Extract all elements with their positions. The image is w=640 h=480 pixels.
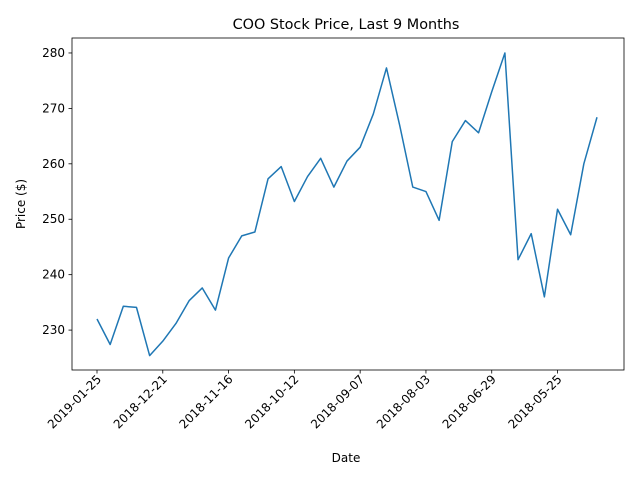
- y-tick-label: 260: [42, 157, 65, 171]
- chart-title: COO Stock Price, Last 9 Months: [233, 17, 460, 33]
- y-tick-label: 270: [42, 101, 65, 115]
- series-layer: [96, 52, 598, 357]
- y-tick-label: 280: [42, 46, 65, 60]
- y-axis-ticks: 230 240 250 260 270 280: [42, 46, 72, 337]
- y-tick-label: 230: [42, 323, 65, 337]
- plot-area: [72, 38, 624, 370]
- x-axis-label: Date: [332, 451, 361, 465]
- y-tick-label: 240: [42, 268, 65, 282]
- y-axis-label: Price ($): [14, 179, 28, 229]
- y-tick-label: 250: [42, 212, 65, 226]
- series-line: [96, 52, 598, 357]
- axes-frame: [71, 37, 625, 371]
